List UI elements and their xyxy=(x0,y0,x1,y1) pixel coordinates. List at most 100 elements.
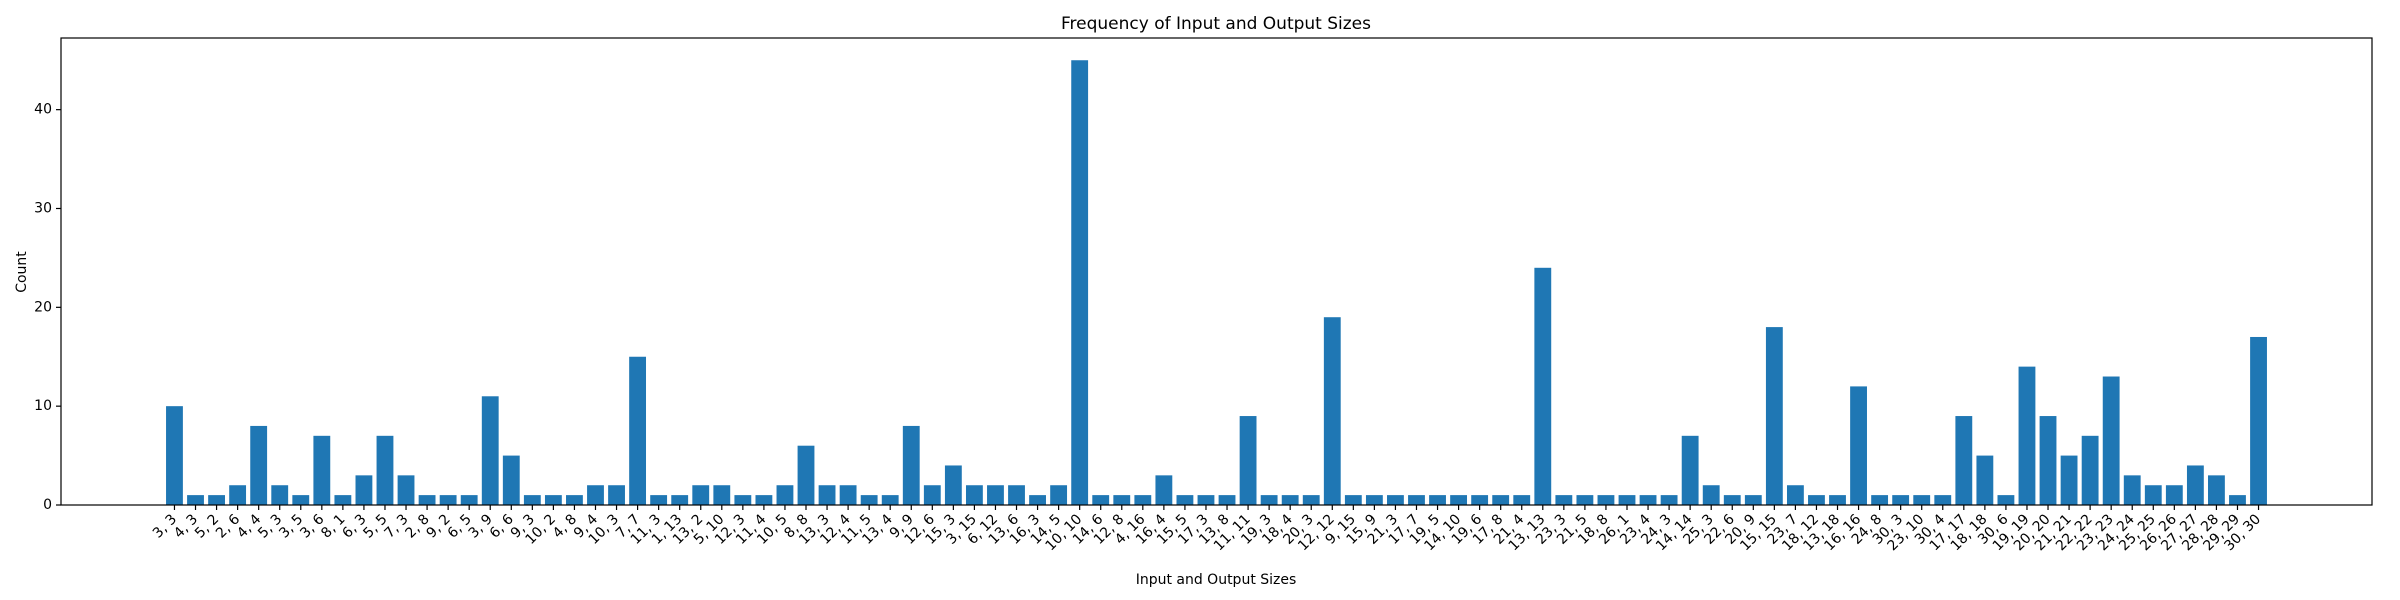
bar xyxy=(1155,475,1173,505)
bar xyxy=(1871,495,1889,505)
y-tick-label: 10 xyxy=(34,398,52,414)
bar xyxy=(1765,327,1783,505)
bar xyxy=(1260,495,1278,505)
bar xyxy=(1365,495,1383,505)
bar xyxy=(355,475,373,505)
bar xyxy=(292,495,310,505)
bar xyxy=(1660,495,1678,505)
bar xyxy=(1534,267,1552,505)
bar xyxy=(1555,495,1573,505)
bar xyxy=(1576,495,1594,505)
bar xyxy=(1008,485,1025,505)
bar xyxy=(1513,495,1531,505)
bar xyxy=(1618,495,1636,505)
bar xyxy=(1134,495,1152,505)
bar xyxy=(2186,465,2204,505)
bar xyxy=(566,495,583,505)
bar xyxy=(1723,495,1741,505)
bar xyxy=(1829,495,1846,505)
bar xyxy=(965,485,983,505)
bar xyxy=(987,485,1004,505)
bar xyxy=(376,435,394,505)
bar xyxy=(1597,495,1615,505)
bar xyxy=(1281,495,1299,505)
bar xyxy=(671,495,689,505)
bar xyxy=(1808,495,1825,505)
bar xyxy=(2250,336,2267,505)
y-tick-label: 40 xyxy=(34,102,52,118)
bar xyxy=(839,485,857,505)
bar xyxy=(544,495,562,505)
bar xyxy=(713,485,731,505)
bar xyxy=(1408,495,1425,505)
bar xyxy=(1113,495,1131,505)
bar xyxy=(2123,475,2141,505)
bar xyxy=(2229,495,2246,505)
bar xyxy=(1492,495,1510,505)
bar xyxy=(923,485,941,505)
bar xyxy=(418,495,436,505)
bar xyxy=(1344,495,1362,505)
bar xyxy=(1934,495,1952,505)
bar xyxy=(608,485,625,505)
bar xyxy=(229,485,247,505)
bar xyxy=(2081,435,2099,505)
y-axis-label: Count xyxy=(14,251,30,293)
bar xyxy=(250,425,268,505)
bar xyxy=(755,495,773,505)
bar xyxy=(460,495,478,505)
bar xyxy=(1850,386,1867,505)
bar xyxy=(1387,495,1404,505)
bar xyxy=(944,465,962,505)
x-axis-label: Input and Output Sizes xyxy=(1136,572,1297,588)
bar xyxy=(1702,485,1720,505)
bar xyxy=(2102,376,2120,505)
bar xyxy=(1071,60,1089,505)
bar xyxy=(1218,495,1236,505)
bar xyxy=(397,475,415,505)
bar xyxy=(902,425,920,505)
bar xyxy=(1029,495,1046,505)
bar xyxy=(629,356,647,505)
y-tick-label: 0 xyxy=(43,497,52,513)
bar xyxy=(166,406,183,505)
bar xyxy=(1744,495,1762,505)
bar xyxy=(208,495,225,505)
bar xyxy=(2039,416,2057,505)
bar xyxy=(1176,495,1194,505)
bar xyxy=(734,495,752,505)
bar xyxy=(650,495,668,505)
bar xyxy=(818,485,836,505)
bar xyxy=(439,495,457,505)
bar xyxy=(334,495,352,505)
y-tick-label: 20 xyxy=(34,299,52,315)
bar xyxy=(1092,495,1110,505)
bar xyxy=(692,485,710,505)
bar xyxy=(1681,435,1699,505)
bar xyxy=(2208,475,2225,505)
bar xyxy=(313,435,331,505)
bar xyxy=(523,495,541,505)
bar xyxy=(1450,495,1468,505)
bar xyxy=(1429,495,1446,505)
bar xyxy=(1197,495,1215,505)
bar xyxy=(1050,485,1068,505)
bar xyxy=(271,485,289,505)
bar xyxy=(1913,495,1931,505)
bar xyxy=(1239,416,1257,505)
chart-title: Frequency of Input and Output Sizes xyxy=(1061,14,1371,34)
bar xyxy=(1323,317,1341,505)
bar xyxy=(1302,495,1320,505)
bar xyxy=(1955,416,1973,505)
bar xyxy=(1976,455,1994,505)
bar xyxy=(881,495,899,505)
bar xyxy=(2144,485,2162,505)
bar xyxy=(2018,366,2036,505)
y-tick-label: 30 xyxy=(34,200,52,216)
bar xyxy=(481,396,499,505)
bar xyxy=(2060,455,2078,505)
bar xyxy=(1997,495,2015,505)
bar xyxy=(1892,495,1910,505)
bar xyxy=(1639,495,1657,505)
